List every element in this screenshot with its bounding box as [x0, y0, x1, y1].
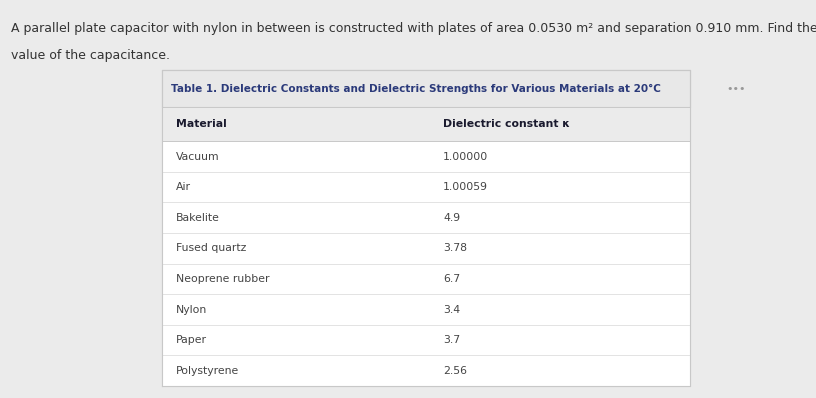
Text: Nylon: Nylon	[176, 304, 207, 314]
FancyBboxPatch shape	[162, 70, 690, 107]
Text: 6.7: 6.7	[443, 274, 460, 284]
FancyBboxPatch shape	[162, 203, 690, 233]
FancyBboxPatch shape	[162, 294, 690, 325]
Text: Dielectric constant κ: Dielectric constant κ	[443, 119, 570, 129]
FancyBboxPatch shape	[162, 355, 690, 386]
FancyBboxPatch shape	[162, 172, 690, 203]
Text: A parallel plate capacitor with nylon in between is constructed with plates of a: A parallel plate capacitor with nylon in…	[11, 22, 816, 35]
Text: Bakelite: Bakelite	[176, 213, 220, 223]
Text: Vacuum: Vacuum	[176, 152, 220, 162]
Text: 4.9: 4.9	[443, 213, 460, 223]
FancyBboxPatch shape	[162, 263, 690, 294]
Text: 2.56: 2.56	[443, 366, 467, 376]
Text: 3.78: 3.78	[443, 243, 467, 254]
Text: Polystyrene: Polystyrene	[176, 366, 240, 376]
Text: value of the capacitance.: value of the capacitance.	[11, 49, 170, 62]
FancyBboxPatch shape	[162, 233, 690, 263]
Text: Neoprene rubber: Neoprene rubber	[176, 274, 270, 284]
Text: Air: Air	[176, 182, 191, 192]
FancyBboxPatch shape	[162, 70, 690, 386]
Text: 3.4: 3.4	[443, 304, 460, 314]
Text: Table 1. Dielectric Constants and Dielectric Strengths for Various Materials at : Table 1. Dielectric Constants and Dielec…	[171, 84, 661, 94]
Text: 3.7: 3.7	[443, 335, 460, 345]
FancyBboxPatch shape	[162, 325, 690, 355]
Text: Fused quartz: Fused quartz	[176, 243, 246, 254]
Text: 1.00059: 1.00059	[443, 182, 488, 192]
Text: Paper: Paper	[176, 335, 207, 345]
Text: 1.00000: 1.00000	[443, 152, 488, 162]
Text: Material: Material	[176, 119, 227, 129]
Text: •••: •••	[726, 84, 746, 94]
FancyBboxPatch shape	[162, 107, 690, 141]
FancyBboxPatch shape	[162, 141, 690, 172]
